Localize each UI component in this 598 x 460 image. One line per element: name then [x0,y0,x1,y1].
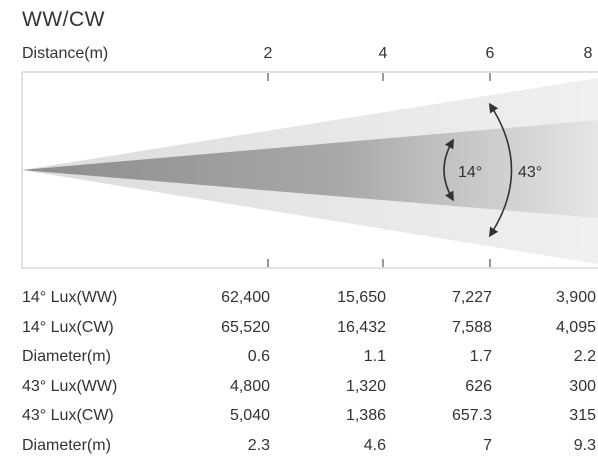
beam-diagram: 14° 43° [0,0,598,280]
table-cell: 16,432 [270,313,386,343]
table-cell: 3,900 [492,283,596,313]
table-cell: 315 [492,401,596,431]
row-label: 43° Lux(CW) [22,401,172,431]
table-cell: 1.1 [270,342,386,372]
table-cell: 4,095 [492,313,596,343]
table-row: 14° Lux(CW) 65,520 16,432 7,588 4,095 [22,313,596,343]
table-cell: 7 [386,431,492,460]
photometric-table: 14° Lux(WW) 62,400 15,650 7,227 3,900 14… [22,283,596,460]
table-cell: 5,040 [172,401,270,431]
table-cell: 1.7 [386,342,492,372]
table-cell: 4,800 [172,372,270,402]
table-cell: 7,227 [386,283,492,313]
table-row: 43° Lux(CW) 5,040 1,386 657.3 315 [22,401,596,431]
table-cell: 2.3 [172,431,270,460]
table-cell: 1,386 [270,401,386,431]
table-cell: 4.6 [270,431,386,460]
table-cell: 65,520 [172,313,270,343]
table-cell: 2.2 [492,342,596,372]
row-label: 14° Lux(WW) [22,283,172,313]
table-cell: 62,400 [172,283,270,313]
row-label: Diameter(m) [22,431,172,460]
row-label: 43° Lux(WW) [22,372,172,402]
table-cell: 657.3 [386,401,492,431]
row-label: Diameter(m) [22,342,172,372]
narrow-angle-label: 14° [458,164,482,181]
table-row: Diameter(m) 0.6 1.1 1.7 2.2 [22,342,596,372]
row-label: 14° Lux(CW) [22,313,172,343]
table-cell: 0.6 [172,342,270,372]
table-cell: 300 [492,372,596,402]
table-row: Diameter(m) 2.3 4.6 7 9.3 [22,431,596,460]
table-cell: 15,650 [270,283,386,313]
table-cell: 7,588 [386,313,492,343]
wide-angle-label: 43° [518,164,542,181]
table-row: 43° Lux(WW) 4,800 1,320 626 300 [22,372,596,402]
table-cell: 9.3 [492,431,596,460]
table-cell: 1,320 [270,372,386,402]
table-cell: 626 [386,372,492,402]
table-row: 14° Lux(WW) 62,400 15,650 7,227 3,900 [22,283,596,313]
